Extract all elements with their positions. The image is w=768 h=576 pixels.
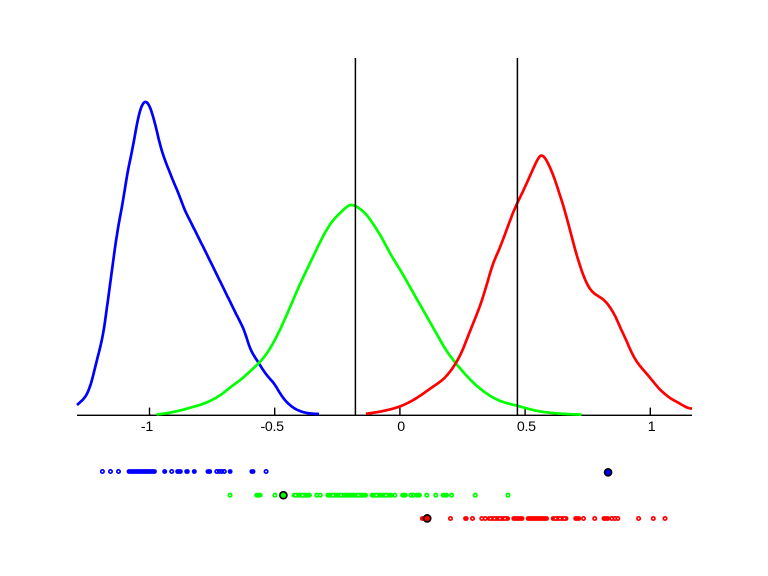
svg-text:-1: -1 (141, 419, 153, 435)
svg-text:-0.5: -0.5 (260, 419, 284, 435)
svg-text:0.5: 0.5 (517, 419, 536, 435)
svg-text:0: 0 (397, 419, 405, 435)
svg-text:1: 1 (648, 419, 656, 435)
